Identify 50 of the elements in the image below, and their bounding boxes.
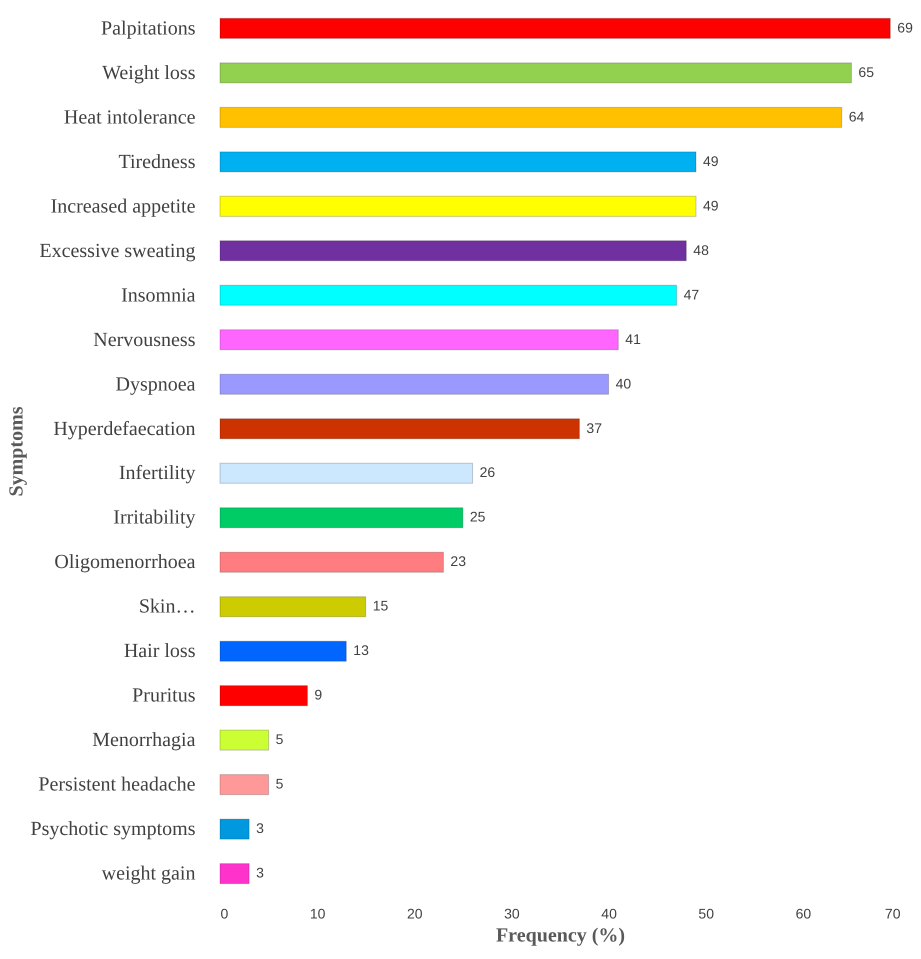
- y-tick-label: Hyperdefaecation: [53, 418, 196, 440]
- x-tick-label: 10: [310, 906, 326, 922]
- data-label: 64: [848, 108, 864, 124]
- data-label: 49: [703, 197, 719, 214]
- y-axis-title: Symptoms: [5, 406, 28, 497]
- y-tick-label: Palpitations: [101, 17, 196, 40]
- data-label: 3: [256, 820, 264, 836]
- data-label: 49: [703, 152, 719, 169]
- y-tick-label: Psychotic symptoms: [30, 818, 196, 840]
- data-label: 5: [276, 776, 284, 792]
- y-tick-label: Pruritus: [132, 684, 196, 707]
- y-tick-label: Infertility: [118, 462, 196, 484]
- data-label: 23: [450, 553, 466, 570]
- y-tick-label: Excessive sweating: [39, 240, 196, 262]
- data-label: 37: [586, 420, 602, 436]
- data-label: 40: [616, 375, 632, 392]
- x-tick-label: 0: [220, 906, 228, 922]
- data-label: 13: [353, 642, 370, 658]
- y-tick-label: Insomnia: [121, 284, 196, 306]
- data-label: 47: [684, 286, 700, 302]
- data-label: 48: [693, 242, 710, 258]
- data-label: 15: [372, 598, 388, 614]
- data-label: 25: [470, 508, 486, 525]
- x-tick-label: 20: [406, 906, 423, 922]
- y-tick-label: Hair loss: [124, 640, 196, 662]
- y-tick-label: Skin…: [138, 596, 196, 618]
- x-tick-label: 30: [504, 906, 520, 922]
- data-label: 5: [276, 731, 284, 748]
- x-tick-label: 70: [884, 906, 901, 922]
- x-tick-label: 40: [601, 906, 618, 922]
- y-tick-label: Tiredness: [118, 150, 196, 173]
- data-label: 69: [897, 19, 914, 36]
- y-tick-label: Weight loss: [102, 62, 196, 84]
- x-axis-title: Frequency (%): [496, 924, 626, 946]
- y-tick-label: Dyspnoea: [116, 373, 196, 396]
- x-tick-label: 60: [796, 906, 812, 922]
- y-tick-label: Heat intolerance: [64, 106, 196, 128]
- y-tick-label: Nervousness: [93, 328, 196, 351]
- y-tick-label: Irritability: [113, 506, 196, 529]
- y-tick-label: Menorrhagia: [92, 729, 196, 752]
- y-tick-label: Increased appetite: [50, 195, 196, 218]
- y-tick-label: weight gain: [102, 862, 196, 885]
- x-tick-label: 50: [698, 906, 714, 922]
- data-label: 3: [256, 864, 264, 881]
- data-label: 26: [480, 464, 496, 480]
- data-label: 9: [314, 686, 322, 703]
- data-label: 65: [858, 64, 874, 80]
- y-tick-label: Persistent headache: [38, 774, 196, 796]
- data-label: 41: [625, 330, 642, 347]
- y-tick-label: Oligomenorrhoea: [54, 551, 196, 574]
